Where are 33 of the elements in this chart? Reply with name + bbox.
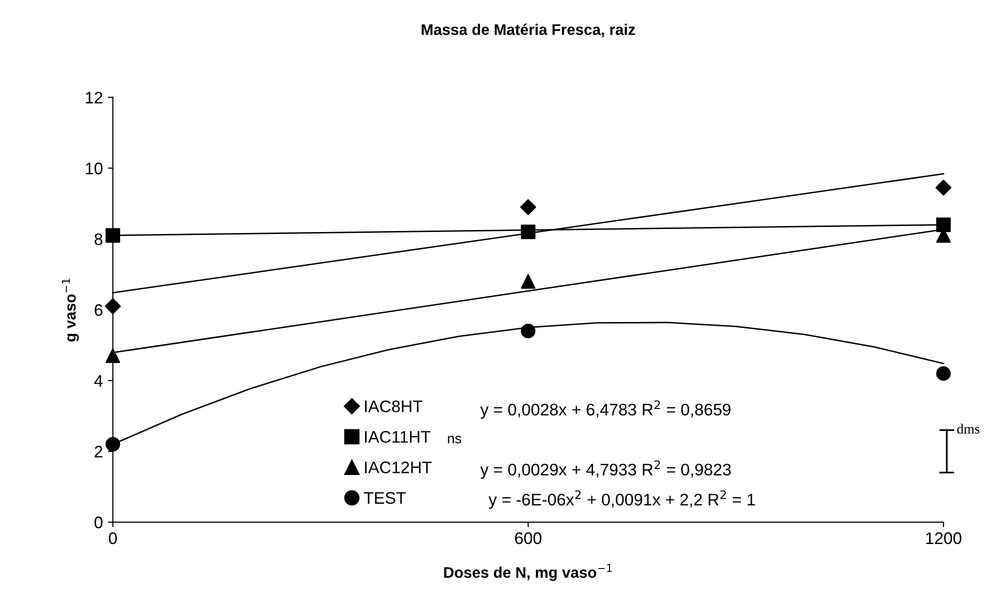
y-tick-label: 4 [94, 375, 103, 387]
point [106, 348, 120, 364]
text: dms [957, 424, 980, 434]
chart-title: Massa de Matéria Fresca, raiz [422, 24, 636, 38]
x-axis-title: Doses de N, mg vaso$^{−1}$ [444, 564, 612, 581]
y-tick-label: 8 [94, 233, 102, 246]
point [520, 324, 536, 338]
y-axis-title: g vaso$^{−1}$ [62, 278, 79, 342]
point [520, 224, 536, 240]
annotation: y = 0,0028x + 6,4783 R$^{2}$ = 0,8659 [480, 400, 730, 419]
legend-label: IAC11HT [365, 430, 430, 443]
y-tick-label: 12 [86, 92, 102, 104]
point [520, 199, 536, 216]
y-tick-label: 2 [94, 446, 102, 458]
point [106, 436, 120, 452]
y-tick-label: 0 [94, 516, 102, 528]
x-tick-label: 0 [108, 532, 117, 544]
point [936, 218, 951, 232]
annotation: y = 0,0029x + 4,7933 R$^{2}$ = 0,9823 [480, 460, 731, 479]
point [520, 274, 536, 289]
point [935, 180, 952, 196]
legend-label: IAC12HT [365, 462, 432, 474]
x-tick-label: 1200 [926, 532, 962, 544]
point [936, 366, 951, 381]
legend-label: IAC8HT [365, 400, 422, 412]
point [106, 228, 120, 243]
annotation: y = -6E-06x$^{2}$ + 0,0091x + 2,2 R$^{2}$ = 1 [488, 490, 755, 509]
y-tick-label: 6 [94, 304, 102, 316]
y-tick-label: 10 [86, 162, 102, 174]
x-tick-label: 600 [515, 532, 542, 544]
legend-label: TEST [364, 492, 406, 504]
annotation: ns [448, 436, 462, 444]
point [104, 298, 121, 314]
